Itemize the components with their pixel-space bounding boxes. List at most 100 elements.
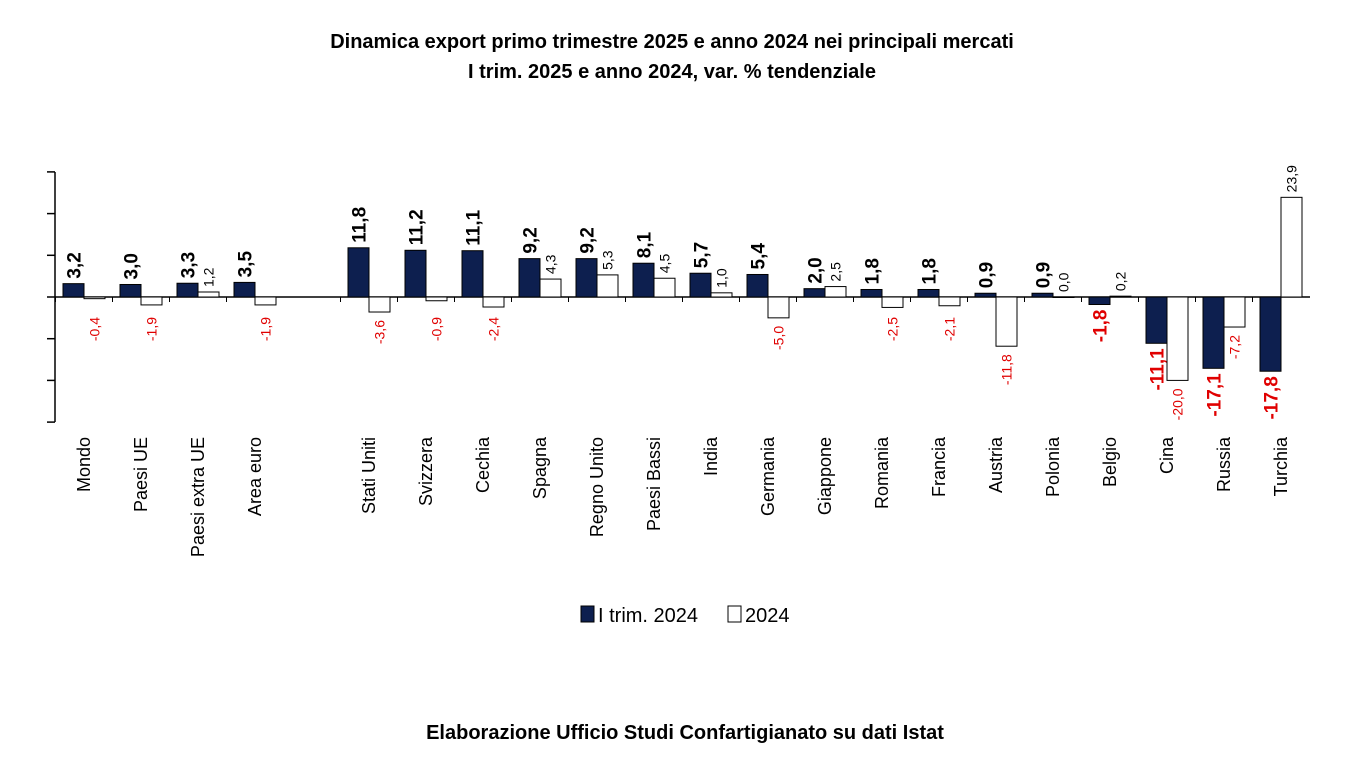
category-label-13: Romania (872, 436, 892, 509)
chart-title: Dinamica export primo trimestre 2025 e a… (330, 31, 1014, 53)
category-label-18: Cina (1157, 436, 1177, 474)
bar-series-1-19 (1202, 296, 1225, 369)
bar-series-1-8 (575, 258, 598, 298)
bar-series-1-7 (518, 258, 541, 298)
category-label-8: Regno Unito (587, 437, 607, 537)
data-label-series-1-4: 11,8 (350, 207, 371, 243)
data-label-series-2-15: -11,8 (999, 354, 1015, 385)
data-label-series-2-17: 0,2 (1113, 271, 1129, 291)
category-labels-layer: Mondo Paesi UE Paesi extra UE Area euro Stat… (74, 436, 1291, 557)
bar-series-1-13 (860, 288, 883, 298)
category-label-4: Stati Uniti (359, 437, 379, 514)
bar-series-1-10 (689, 272, 712, 298)
data-label-series-1-7: 9,2 (521, 227, 542, 253)
bar-series-2-14 (938, 296, 961, 307)
bar-series-1-2 (176, 282, 199, 298)
data-label-series-1-1: 3,0 (122, 253, 143, 279)
data-label-series-2-9: 4,5 (657, 254, 673, 274)
legend-label-series-2: 2024 (745, 605, 790, 627)
bar-series-2-12 (824, 286, 847, 298)
data-label-series-1-16: 0,9 (1034, 262, 1055, 288)
data-label-series-2-4: -3,6 (372, 320, 388, 344)
data-label-series-2-3: -1,9 (258, 317, 274, 341)
bar-series-1-9 (632, 262, 655, 298)
bar-series-1-11 (746, 273, 769, 298)
data-label-series-1-15: 0,9 (977, 262, 998, 288)
data-label-series-1-19: -17,1 (1205, 373, 1226, 417)
bar-series-2-9 (653, 277, 676, 298)
category-label-10: India (701, 436, 721, 476)
bar-series-2-8 (596, 274, 619, 298)
data-label-series-2-7: 4,3 (543, 254, 559, 274)
bar-series-1-16 (1031, 292, 1054, 298)
bar-series-1-6 (461, 250, 484, 298)
data-label-series-1-9: 8,1 (635, 231, 656, 258)
category-label-20: Turchia (1271, 436, 1291, 496)
bar-series-2-17 (1109, 295, 1132, 298)
bar-series-1-15 (974, 292, 997, 298)
data-label-series-2-10: 1,0 (714, 268, 730, 288)
bar-series-1-20 (1259, 296, 1282, 372)
data-labels-layer: 3,2 -0,4 3,0 -1,9 3,3 1,2 3,5 -1,9 11,8 -3,6 11,2 -… (65, 165, 1300, 420)
data-label-series-2-8: 5,3 (600, 250, 616, 270)
bar-series-2-11 (767, 296, 790, 319)
data-label-series-1-3: 3,5 (236, 251, 257, 278)
bar-series-1-5 (404, 249, 427, 298)
bar-series-2-19 (1223, 296, 1246, 328)
bar-series-2-16 (1052, 296, 1075, 298)
data-label-series-1-20: -17,8 (1262, 376, 1283, 419)
data-label-series-2-14: -2,1 (942, 317, 958, 341)
bar-series-2-20 (1280, 196, 1303, 298)
data-label-series-1-11: 5,4 (749, 243, 770, 270)
bar-series-1-12 (803, 288, 826, 298)
data-label-series-1-12: 2,0 (806, 257, 827, 283)
bar-series-2-5 (425, 296, 448, 302)
data-label-series-2-5: -0,9 (429, 317, 445, 341)
bar-series-2-10 (710, 292, 733, 298)
bar-series-2-13 (881, 296, 904, 308)
category-label-0: Mondo (74, 437, 94, 492)
category-label-3: Area euro (245, 437, 265, 516)
legend-label-series-1: I trim. 2024 (598, 605, 698, 627)
data-label-series-1-17: -1,8 (1091, 310, 1112, 343)
data-label-series-2-12: 2,5 (828, 262, 844, 282)
bar-series-1-14 (917, 288, 940, 298)
bar-series-2-3 (254, 296, 277, 306)
category-label-12: Giappone (815, 437, 835, 515)
data-label-series-1-14: 1,8 (920, 258, 941, 284)
data-label-series-2-19: -7,2 (1227, 335, 1243, 359)
data-label-series-1-2: 3,3 (179, 252, 200, 278)
data-label-series-2-13: -2,5 (885, 317, 901, 341)
bar-series-2-4 (368, 296, 391, 313)
bar-series-2-7 (539, 278, 562, 298)
data-label-series-2-18: -20,0 (1170, 388, 1186, 420)
bar-series-2-15 (995, 296, 1018, 347)
bar-series-2-6 (482, 296, 505, 308)
category-label-9: Paesi Bassi (644, 437, 664, 531)
data-label-series-2-16: 0,0 (1056, 272, 1072, 292)
category-label-15: Austria (986, 436, 1006, 493)
data-label-series-2-0: -0,4 (87, 317, 103, 341)
category-label-17: Belgio (1100, 437, 1120, 487)
bar-series-2-18 (1166, 296, 1189, 381)
data-label-series-2-1: -1,9 (144, 317, 160, 341)
category-label-14: Francia (929, 436, 949, 497)
data-label-series-2-6: -2,4 (486, 317, 502, 341)
legend-swatch-series-1 (580, 605, 595, 623)
category-label-19: Russia (1214, 436, 1234, 492)
data-label-series-1-8: 9,2 (578, 227, 599, 253)
data-label-series-2-20: 23,9 (1284, 165, 1300, 192)
category-label-11: Germania (758, 436, 778, 516)
bar-series-1-3 (233, 281, 256, 298)
bars-layer (62, 196, 1303, 381)
chart-subtitle: I trim. 2025 e anno 2024, var. % tendenz… (468, 61, 876, 83)
data-label-series-2-11: -5,0 (771, 326, 787, 350)
data-label-series-1-18: -11,1 (1148, 348, 1169, 391)
bar-series-1-17 (1088, 296, 1111, 306)
data-label-series-1-6: 11,1 (464, 209, 485, 245)
category-label-6: Cechia (473, 436, 493, 493)
category-label-2: Paesi extra UE (188, 437, 208, 557)
category-label-7: Spagna (530, 436, 550, 499)
